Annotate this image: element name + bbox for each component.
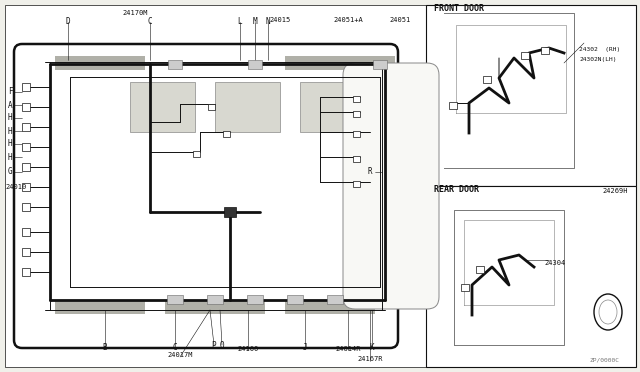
Bar bbox=[167, 295, 183, 304]
Text: 24269H: 24269H bbox=[602, 188, 628, 194]
Bar bbox=[449, 102, 457, 109]
Text: H: H bbox=[8, 140, 13, 148]
Bar bbox=[541, 47, 549, 54]
Text: C: C bbox=[148, 17, 152, 26]
Bar bbox=[224, 207, 236, 217]
Bar bbox=[208, 104, 215, 110]
Polygon shape bbox=[454, 210, 564, 345]
Text: C: C bbox=[173, 343, 177, 352]
Bar bbox=[426, 5, 636, 186]
Text: N: N bbox=[266, 17, 270, 26]
Bar bbox=[207, 295, 223, 304]
Text: 24302N(LH): 24302N(LH) bbox=[579, 58, 616, 62]
Bar bbox=[223, 131, 230, 137]
Text: Q: Q bbox=[220, 341, 224, 350]
Bar bbox=[353, 111, 360, 117]
FancyBboxPatch shape bbox=[343, 63, 439, 309]
Bar bbox=[353, 156, 360, 162]
Bar bbox=[483, 76, 491, 83]
Bar bbox=[353, 96, 360, 102]
Text: H: H bbox=[8, 126, 13, 135]
Bar bbox=[22, 83, 30, 91]
Bar bbox=[285, 300, 375, 314]
FancyBboxPatch shape bbox=[14, 44, 398, 348]
Bar bbox=[55, 56, 145, 70]
Bar bbox=[521, 52, 529, 59]
Bar bbox=[193, 151, 200, 157]
Text: B: B bbox=[102, 343, 108, 352]
Bar bbox=[285, 56, 395, 70]
Bar bbox=[426, 186, 636, 367]
Text: 24160: 24160 bbox=[237, 346, 259, 352]
Bar bbox=[461, 284, 469, 291]
Bar bbox=[168, 60, 182, 69]
Bar bbox=[22, 143, 30, 151]
Text: K: K bbox=[370, 343, 374, 352]
Bar bbox=[22, 163, 30, 171]
Text: 24170M: 24170M bbox=[122, 10, 148, 16]
Bar bbox=[287, 295, 303, 304]
Bar bbox=[165, 300, 265, 314]
Text: 24017M: 24017M bbox=[167, 352, 193, 358]
Text: REAR DOOR: REAR DOOR bbox=[434, 185, 479, 194]
Bar bbox=[247, 295, 263, 304]
Text: M: M bbox=[253, 17, 257, 26]
Text: H: H bbox=[8, 153, 13, 161]
Bar bbox=[476, 266, 484, 273]
Text: 24051+A: 24051+A bbox=[333, 17, 363, 23]
Bar bbox=[22, 183, 30, 191]
Bar bbox=[22, 203, 30, 211]
Text: G: G bbox=[8, 167, 13, 176]
Text: ZP/0000C: ZP/0000C bbox=[590, 357, 620, 362]
Text: D: D bbox=[66, 17, 70, 26]
Bar bbox=[373, 60, 387, 69]
Bar bbox=[22, 268, 30, 276]
Polygon shape bbox=[444, 13, 574, 168]
Ellipse shape bbox=[599, 300, 617, 324]
Bar bbox=[22, 103, 30, 111]
Text: A: A bbox=[8, 100, 13, 109]
Bar bbox=[327, 295, 343, 304]
Bar bbox=[353, 131, 360, 137]
Bar bbox=[130, 82, 195, 132]
Bar bbox=[215, 82, 280, 132]
Text: 24167R: 24167R bbox=[357, 356, 383, 362]
Bar bbox=[248, 60, 262, 69]
Text: R: R bbox=[368, 167, 372, 176]
Text: 24014R: 24014R bbox=[335, 346, 361, 352]
Text: 24051: 24051 bbox=[389, 17, 411, 23]
Text: P: P bbox=[212, 341, 216, 350]
Text: FRONT DOOR: FRONT DOOR bbox=[434, 4, 484, 13]
Bar bbox=[300, 82, 365, 132]
Bar bbox=[22, 228, 30, 236]
Bar bbox=[353, 181, 360, 187]
Text: J: J bbox=[303, 343, 307, 352]
Bar bbox=[55, 300, 145, 314]
Text: H: H bbox=[8, 113, 13, 122]
Text: 24015: 24015 bbox=[269, 17, 291, 23]
Bar bbox=[22, 123, 30, 131]
Text: 24304: 24304 bbox=[544, 260, 565, 266]
Ellipse shape bbox=[594, 294, 622, 330]
Bar bbox=[22, 248, 30, 256]
Text: 24010: 24010 bbox=[5, 184, 26, 190]
Text: 24302  (RH): 24302 (RH) bbox=[579, 48, 620, 52]
Text: L: L bbox=[237, 17, 243, 26]
Text: F: F bbox=[8, 87, 13, 96]
